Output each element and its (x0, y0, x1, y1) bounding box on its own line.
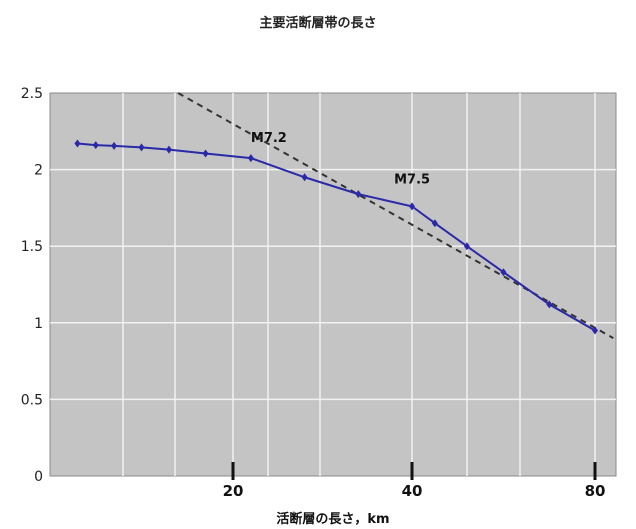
data-point (301, 173, 308, 182)
annotation-label: M7.2 (251, 131, 287, 146)
y-tick-label: 0 (34, 469, 43, 485)
annotations: M7.2 M7.5 (251, 131, 430, 187)
chart-title: 主要活断層帯の長さ (259, 15, 376, 31)
plot-area (49, 92, 617, 477)
data-point (500, 268, 507, 277)
grid-lines (50, 93, 616, 476)
x-axis-label: 活断層の長さ，km (276, 511, 389, 527)
y-tick-label: 1.5 (21, 239, 43, 255)
data-point (247, 154, 254, 163)
data-point (74, 139, 81, 148)
series-group (74, 139, 598, 335)
y-tick-label: 0.5 (21, 392, 43, 408)
data-point (546, 300, 553, 309)
x-tick-labels: 20 40 80 (223, 462, 606, 500)
data-point (92, 141, 99, 150)
y-tick-label: 2 (34, 163, 43, 179)
data-point (592, 326, 598, 335)
y-tick-labels: 0 0.5 1 1.5 2 2.5 (21, 86, 43, 485)
data-point (111, 141, 118, 150)
data-point (355, 190, 362, 199)
data-point (202, 149, 209, 158)
data-point (165, 145, 172, 154)
annotation-label: M7.5 (394, 172, 430, 187)
y-tick-label: 2.5 (21, 86, 43, 102)
y-tick-label: 1 (34, 316, 43, 332)
x-tick-label: 40 (402, 482, 423, 500)
data-point (431, 219, 438, 228)
data-point (138, 143, 145, 152)
data-point (409, 202, 415, 211)
x-tick-label: 20 (223, 482, 244, 500)
x-tick-label: 80 (585, 482, 606, 500)
data-point (463, 242, 470, 251)
